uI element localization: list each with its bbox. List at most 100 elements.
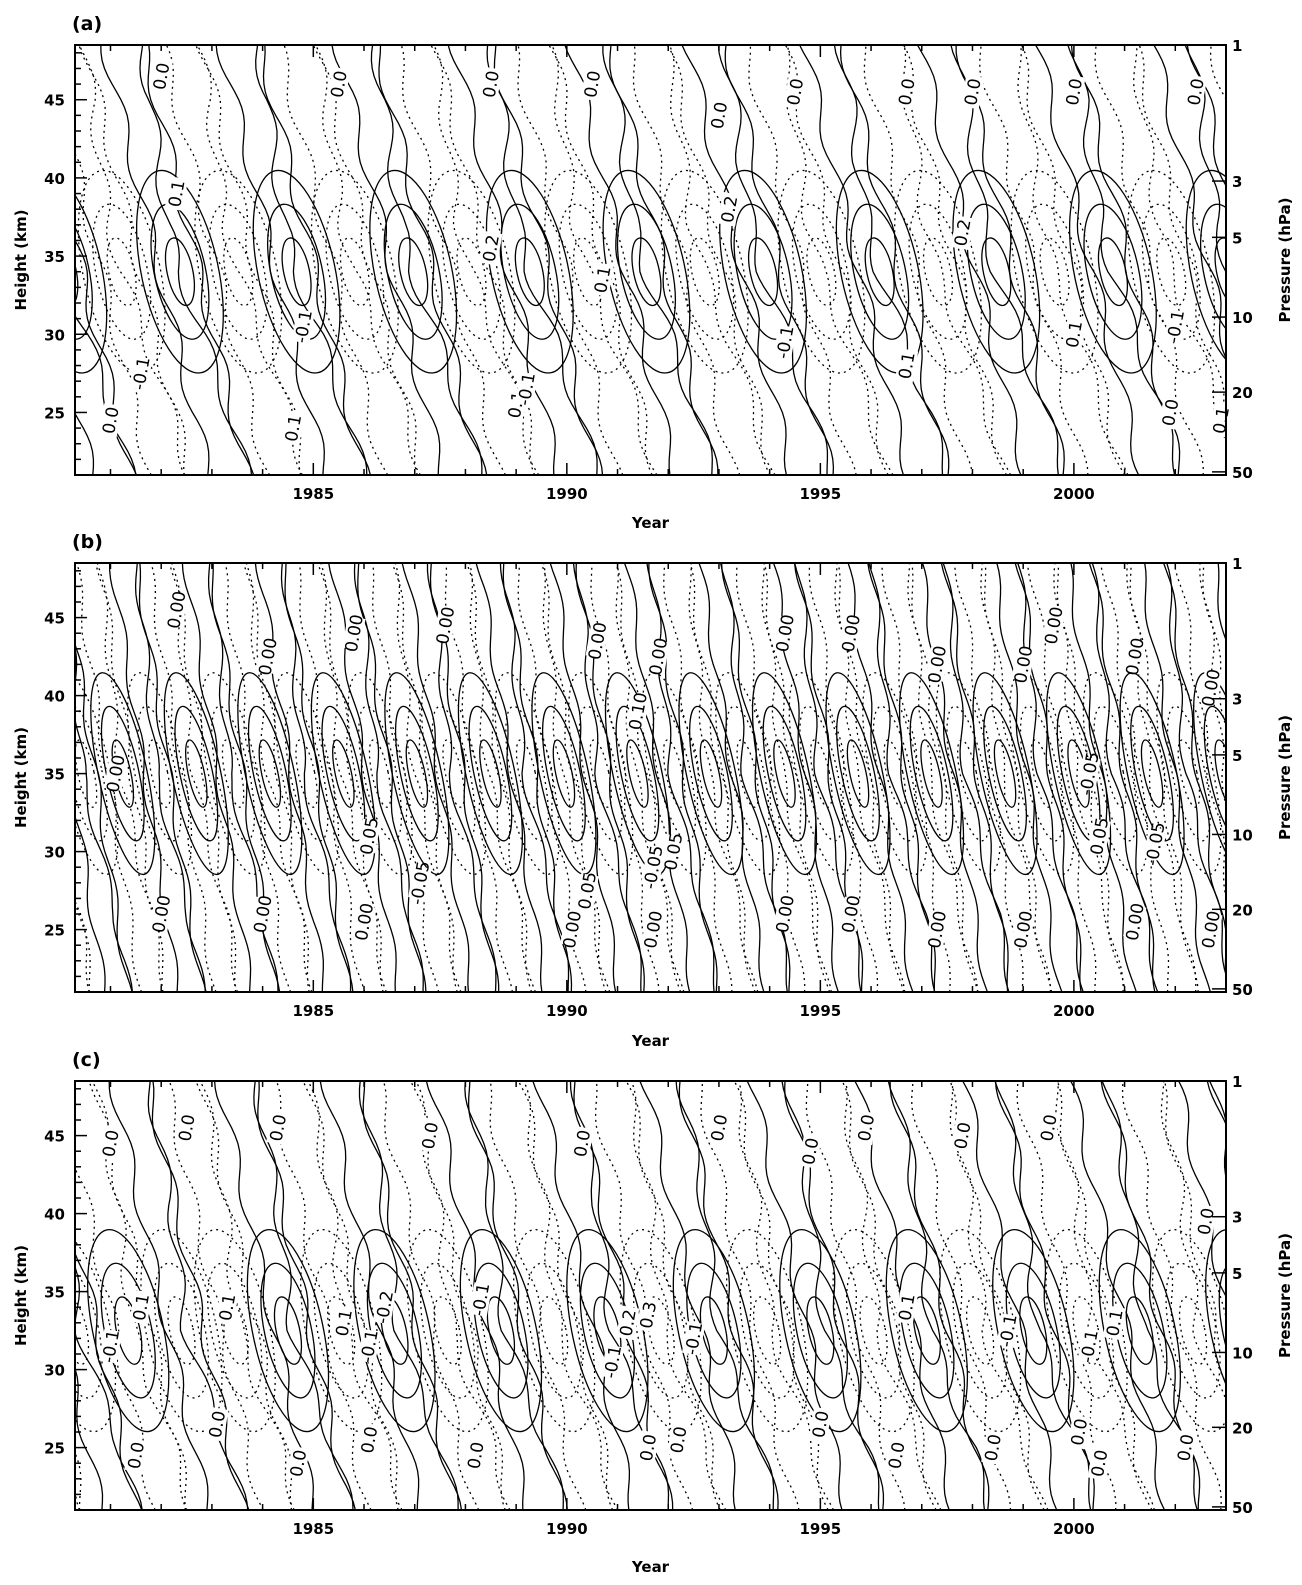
positive-contour-line bbox=[262, 45, 372, 475]
negative-core-contour bbox=[75, 1262, 103, 1399]
x-tick-label: 1995 bbox=[799, 1002, 841, 1020]
contour-label: 0.0 bbox=[784, 77, 808, 107]
contour-label-bg bbox=[798, 1133, 822, 1169]
negative-core-contour bbox=[106, 237, 137, 307]
contour-label: 0.2 bbox=[616, 1308, 640, 1338]
negative-core-contour bbox=[420, 1262, 476, 1399]
contour-label-bg bbox=[98, 1328, 123, 1364]
contour-label-bg bbox=[1158, 395, 1182, 430]
negative-core-contour bbox=[513, 1228, 596, 1433]
negative-core-contour bbox=[75, 1228, 117, 1433]
contour-label: -0.1 bbox=[1077, 1328, 1102, 1364]
contour-label: -0.1 bbox=[99, 1328, 124, 1364]
negative-contour-line bbox=[700, 1081, 800, 1510]
contour-label-bg bbox=[894, 1289, 919, 1325]
contour-label-bg bbox=[149, 58, 173, 94]
contour-label: -0.1 bbox=[601, 1344, 626, 1380]
contour-label: 0.0 bbox=[99, 1129, 123, 1159]
negative-core-contour bbox=[358, 705, 403, 842]
positive-contour-line bbox=[1217, 563, 1226, 642]
negative-contour-line bbox=[165, 45, 271, 475]
contour-label: 0.00 bbox=[1123, 636, 1149, 677]
positive-core-contour bbox=[1203, 705, 1226, 842]
positive-contour-line bbox=[921, 563, 989, 992]
contour-label-bg bbox=[707, 98, 731, 133]
contour-label: 0.0 bbox=[125, 1441, 149, 1471]
positive-core-contour bbox=[1097, 237, 1129, 307]
negative-core-contour bbox=[660, 169, 749, 374]
pressure-tick-label: 50 bbox=[1232, 981, 1253, 999]
negative-contour-line bbox=[542, 563, 611, 992]
negative-core-contour bbox=[505, 705, 550, 842]
positive-core-contour bbox=[100, 1262, 156, 1399]
positive-contour-line bbox=[464, 1081, 564, 1510]
panel-b: 0.00 0.00 0.00 0.00 0.00 0.00 0.05 0.00 -0.05 0.0… bbox=[12, 531, 1294, 1050]
contour-label-bg bbox=[164, 176, 189, 211]
contour-label: 0.0 bbox=[206, 1409, 230, 1439]
positive-core-contour bbox=[473, 1262, 529, 1399]
positive-contour-line bbox=[889, 1081, 990, 1510]
negative-core-contour bbox=[641, 672, 707, 876]
contour-label-bg bbox=[616, 1305, 640, 1341]
negative-contour-line bbox=[242, 563, 310, 992]
y-tick-label: 30 bbox=[44, 326, 65, 344]
y-tick-label: 40 bbox=[44, 688, 65, 706]
negative-contour-line bbox=[863, 45, 973, 475]
negative-core-contour bbox=[431, 705, 476, 842]
negative-core-contour bbox=[75, 739, 98, 808]
negative-core-contour bbox=[1104, 739, 1127, 808]
positive-contour-line bbox=[1088, 563, 1156, 992]
contour-label-bg bbox=[327, 66, 351, 102]
contour-label: -0.1 bbox=[773, 324, 798, 360]
negative-core-contour bbox=[77, 169, 166, 374]
contour-label: 0.0 bbox=[419, 1121, 443, 1151]
contour-label-bg bbox=[717, 191, 741, 227]
contour-label-bg bbox=[884, 1438, 909, 1473]
negative-contour-line bbox=[195, 1081, 293, 1510]
negative-core-contour bbox=[965, 1296, 995, 1365]
contour-label: -0.1 bbox=[515, 371, 540, 407]
y-tick-label: 25 bbox=[44, 404, 65, 422]
y2-axis-title: Pressure (hPa) bbox=[1276, 715, 1294, 840]
contour-label-bg bbox=[661, 834, 685, 869]
negative-contour-line bbox=[844, 1081, 942, 1510]
positive-contour-line bbox=[319, 1081, 420, 1510]
negative-contour-line bbox=[663, 563, 733, 992]
negative-core-contour bbox=[347, 672, 413, 876]
x-tick-label: 1990 bbox=[546, 485, 588, 503]
positive-core-contour bbox=[885, 1228, 968, 1433]
pressure-tick-label: 5 bbox=[1232, 229, 1242, 247]
negative-core-contour bbox=[725, 1228, 809, 1433]
negative-contour-line bbox=[949, 1081, 1049, 1510]
contour-label: 0.0 bbox=[267, 1113, 291, 1143]
positive-core-contour bbox=[353, 1228, 436, 1433]
contour-label-bg bbox=[925, 912, 949, 947]
y-tick-label: 45 bbox=[44, 1128, 65, 1146]
positive-core-contour bbox=[1125, 1296, 1154, 1365]
positive-contour-line bbox=[1162, 563, 1226, 983]
negative-core-contour bbox=[715, 672, 781, 876]
negative-contour-line bbox=[1121, 1081, 1222, 1510]
positive-contour-line bbox=[447, 45, 556, 475]
positive-contour-line bbox=[75, 1265, 143, 1510]
positive-contour-line bbox=[401, 563, 470, 992]
negative-core-contour bbox=[777, 169, 866, 374]
negative-core-contour bbox=[140, 1228, 223, 1433]
positive-contour-line bbox=[75, 1366, 104, 1510]
negative-contour-line bbox=[984, 563, 1053, 992]
pressure-tick-label: 20 bbox=[1232, 901, 1253, 919]
positive-core-contour bbox=[468, 705, 513, 842]
contour-lines bbox=[75, 1081, 1226, 1510]
contour-label-bg bbox=[479, 66, 503, 102]
positive-core-contour bbox=[75, 169, 108, 374]
contour-label-bg bbox=[1041, 608, 1066, 643]
pressure-tick-label: 1 bbox=[1232, 37, 1242, 55]
positive-core-contour bbox=[1119, 672, 1185, 876]
contour-label: 0.0 bbox=[1063, 77, 1087, 107]
panel-c: 0.0-0.10.10.00.00.10.00.00.00.1 -0.2-0.10… bbox=[12, 1049, 1294, 1576]
positive-core-contour bbox=[751, 672, 818, 876]
contour-label: 0.1 bbox=[216, 1292, 240, 1322]
negative-contour-line bbox=[784, 45, 889, 475]
y-tick-label: 25 bbox=[44, 1440, 65, 1458]
positive-core-contour bbox=[260, 1262, 316, 1399]
